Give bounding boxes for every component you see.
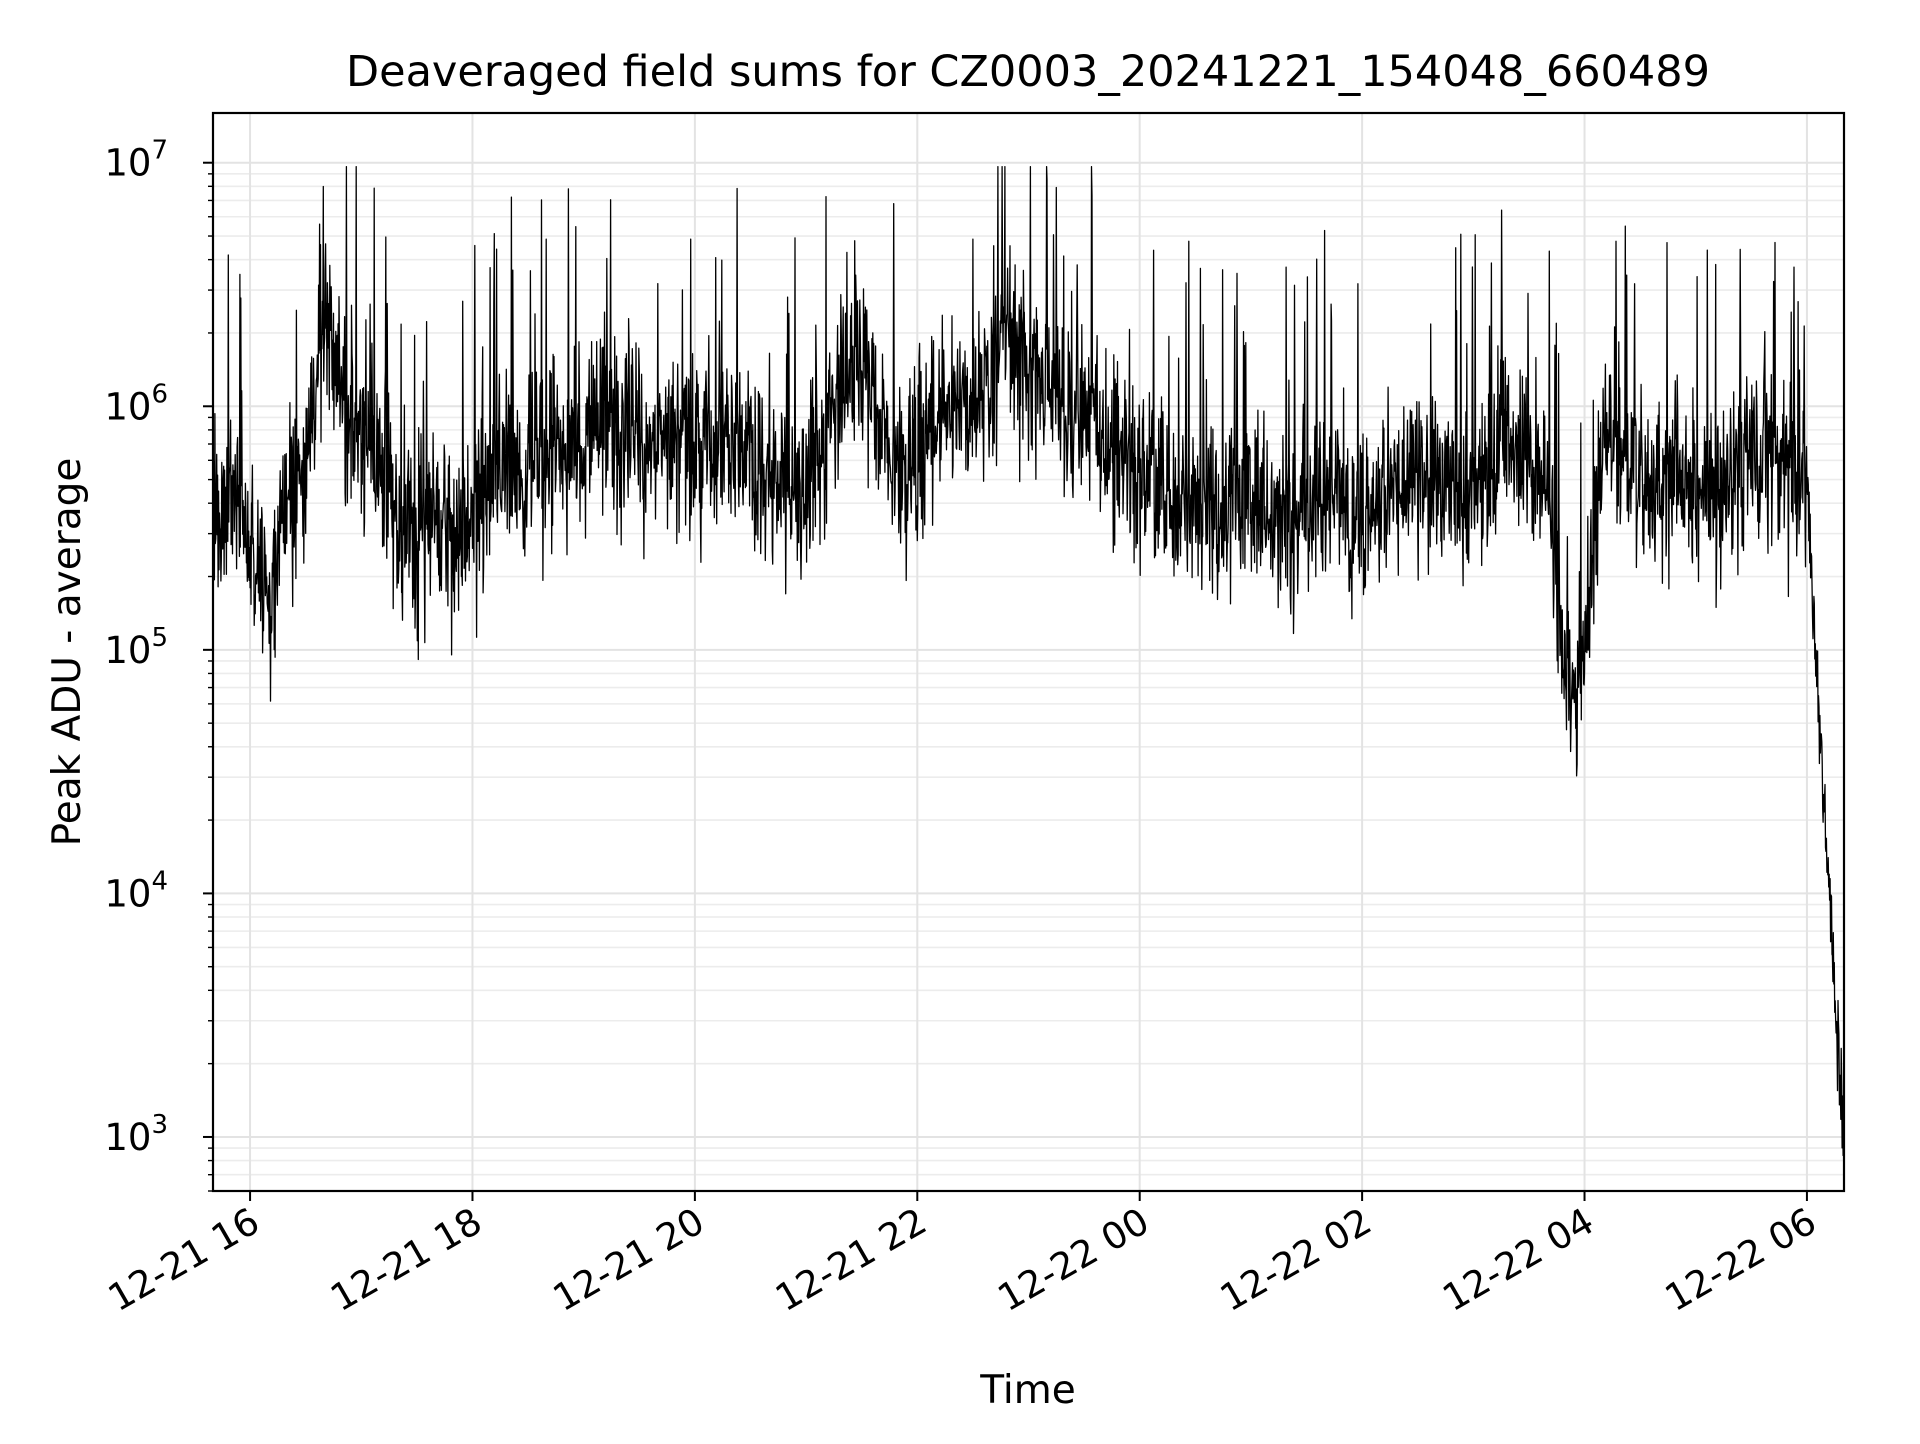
y-axis-label: Peak ADU - average — [45, 458, 90, 847]
y-tick-label: 107 — [104, 136, 168, 185]
y-tick-label: 106 — [104, 379, 168, 428]
series-layer — [212, 165, 1845, 1157]
y-tick-label: 104 — [104, 866, 168, 915]
y-tick-label: 103 — [104, 1110, 168, 1159]
series-line — [212, 165, 1845, 1157]
plot-area-frame — [211, 111, 1846, 1193]
x-axis-label: Time — [979, 1368, 1075, 1413]
chart-title: Deaveraged field sums for CZ0003_2024122… — [346, 47, 1710, 97]
y-tick-label: 105 — [104, 623, 168, 672]
